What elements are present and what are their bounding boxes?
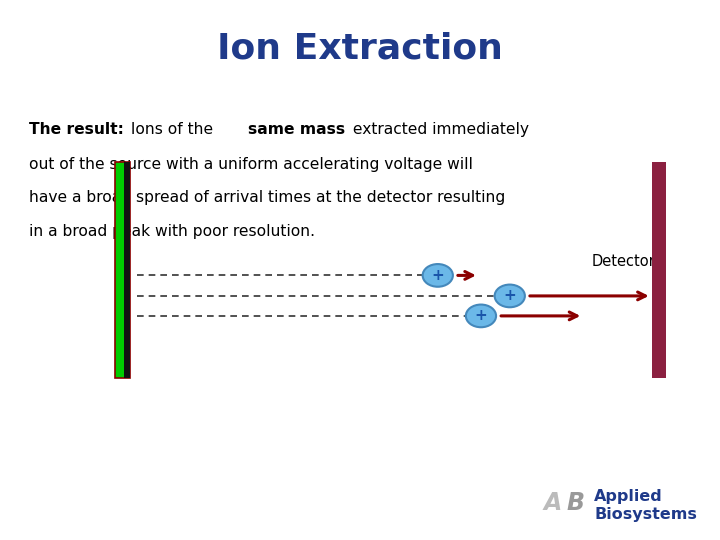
Text: Biosystems: Biosystems	[594, 507, 697, 522]
Text: Detector: Detector	[591, 254, 655, 269]
Text: out of the source with a uniform accelerating voltage will: out of the source with a uniform acceler…	[29, 157, 472, 172]
Text: extracted immediately: extracted immediately	[348, 122, 529, 137]
Circle shape	[495, 285, 525, 307]
Text: +: +	[474, 308, 487, 323]
Text: have a broad spread of arrival times at the detector resulting: have a broad spread of arrival times at …	[29, 190, 505, 205]
Text: same mass: same mass	[248, 122, 346, 137]
Bar	[115, 162, 130, 378]
Bar	[652, 162, 666, 378]
Text: Ion Extraction: Ion Extraction	[217, 32, 503, 65]
Text: Applied: Applied	[594, 489, 662, 504]
Text: Ions of the: Ions of the	[126, 122, 218, 137]
Text: A: A	[544, 491, 562, 515]
Text: B: B	[567, 491, 585, 515]
Circle shape	[423, 264, 453, 287]
Text: in a broad peak with poor resolution.: in a broad peak with poor resolution.	[29, 224, 315, 239]
Text: The result:: The result:	[29, 122, 124, 137]
Bar	[124, 162, 130, 378]
Text: +: +	[503, 288, 516, 303]
Circle shape	[466, 305, 496, 327]
Text: +: +	[431, 268, 444, 283]
